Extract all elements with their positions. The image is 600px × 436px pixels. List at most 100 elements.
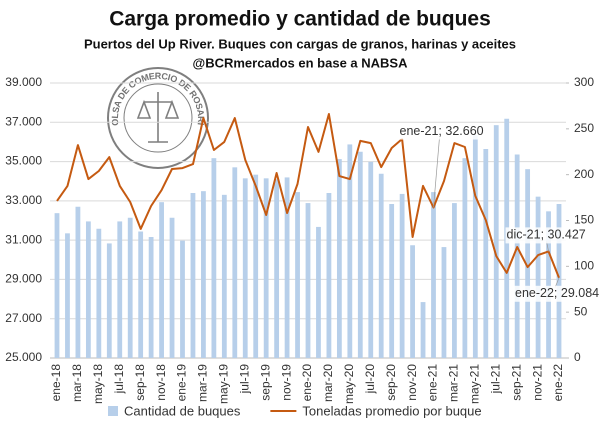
x-tick-label: may-21 — [468, 364, 482, 404]
bar — [221, 194, 227, 358]
bar — [232, 167, 238, 358]
x-tick-label: jul-20 — [363, 364, 377, 395]
annotation: dic-21; 30.427 — [507, 228, 586, 242]
x-tick-label: ene-19 — [175, 364, 189, 402]
bar — [462, 158, 468, 358]
x-tick-label: mar-19 — [196, 364, 210, 402]
bar — [493, 125, 499, 359]
bar — [305, 203, 311, 358]
y-tick-label: 33.000 — [5, 193, 42, 207]
x-tick-label: mar-21 — [447, 364, 461, 402]
line — [56, 113, 560, 279]
x-tick-label: ene-18 — [49, 364, 63, 402]
bar — [138, 231, 144, 358]
x-tick-label: ene-21 — [426, 364, 440, 402]
bar — [211, 158, 217, 358]
bar — [452, 203, 457, 358]
bar — [295, 192, 300, 358]
chart-source: @BCRmercados en base a NABSA — [193, 55, 409, 70]
bar — [274, 179, 280, 358]
x-tick-label: may-19 — [217, 364, 231, 404]
bar — [96, 228, 102, 358]
bar — [65, 233, 70, 358]
x-tick-label: may-18 — [91, 364, 105, 404]
bar — [556, 204, 562, 358]
bar — [127, 217, 133, 358]
x-tick-label: sep-18 — [133, 364, 147, 401]
bar — [117, 221, 123, 358]
bar — [472, 135, 478, 358]
x-tick-label: ene-22 — [551, 364, 565, 402]
bar — [357, 151, 363, 358]
bar-series — [54, 118, 562, 359]
bar — [106, 243, 112, 358]
y-tick-label: 29.000 — [5, 272, 42, 286]
bar — [535, 196, 541, 358]
logo-scale — [136, 92, 180, 143]
bar — [316, 226, 321, 358]
y2-tick-label: 100 — [574, 259, 594, 273]
bar — [75, 206, 81, 358]
bar — [180, 240, 185, 358]
chart-title: Carga promedio y cantidad de buques — [109, 8, 491, 31]
bar — [483, 149, 489, 358]
bar — [253, 174, 259, 358]
x-tick-label: jul-21 — [488, 364, 502, 395]
x-tick-label: may-20 — [342, 364, 356, 404]
bar — [284, 177, 290, 358]
x-tick-label: nov-19 — [279, 364, 293, 401]
annotation-bg — [514, 285, 600, 302]
y2-tick-label: 0 — [574, 350, 581, 364]
bar — [389, 204, 395, 358]
bar — [546, 211, 551, 358]
bar — [242, 178, 248, 358]
x-tick-label: mar-18 — [70, 364, 84, 402]
bar — [441, 247, 447, 358]
bar — [514, 154, 520, 358]
x-tick-label: sep-20 — [384, 364, 398, 401]
x-tick-label: jul-19 — [237, 364, 251, 395]
x-tick-label: nov-18 — [154, 364, 168, 401]
bar — [410, 245, 415, 358]
x-tick-label: sep-19 — [258, 364, 272, 401]
y2-tick-label: 200 — [574, 167, 594, 181]
x-tick-label: ene-20 — [300, 364, 314, 402]
bar — [263, 178, 269, 358]
legend: Cantidad de buques Toneladas promedio por… — [108, 403, 482, 418]
bar — [326, 193, 332, 358]
legend-label: Cantidad de buques — [124, 403, 241, 418]
x-tick-label: sep-21 — [509, 364, 523, 401]
bar — [420, 302, 426, 358]
y-tick-label: 31.000 — [5, 232, 42, 246]
bar — [201, 191, 206, 358]
y2-tick-label: 300 — [574, 75, 594, 89]
legend-label: Toneladas promedio por buque — [302, 403, 481, 418]
annotation-bg — [505, 227, 592, 244]
bar — [378, 173, 384, 358]
bar — [347, 144, 353, 358]
logo-inner-ring — [123, 83, 193, 153]
bar — [525, 169, 531, 358]
bar — [336, 159, 342, 358]
y-tick-label: 37.000 — [5, 114, 42, 128]
y2-tick-label: 250 — [574, 121, 594, 135]
y-tick-label: 39.000 — [5, 75, 42, 89]
y2-tick-label: 50 — [574, 304, 588, 318]
y-tick-label: 27.000 — [5, 311, 42, 325]
bar — [190, 193, 196, 358]
y-tick-label: 25.000 — [5, 350, 42, 364]
annotation-leader — [433, 137, 440, 208]
x-tick-label: mar-20 — [321, 364, 335, 402]
y-tick-label: 35.000 — [5, 154, 42, 168]
bar — [148, 237, 154, 358]
x-tick-label: nov-21 — [530, 364, 544, 401]
y2-tick-label: 150 — [574, 213, 594, 227]
chart-subtitle: Puertos del Up River. Buques con cargas … — [84, 36, 516, 51]
bar — [169, 217, 175, 358]
legend-swatch — [108, 406, 118, 416]
bar — [431, 192, 436, 358]
x-tick-label: jul-18 — [112, 364, 126, 395]
annotation: ene-21; 32.660 — [400, 124, 484, 138]
